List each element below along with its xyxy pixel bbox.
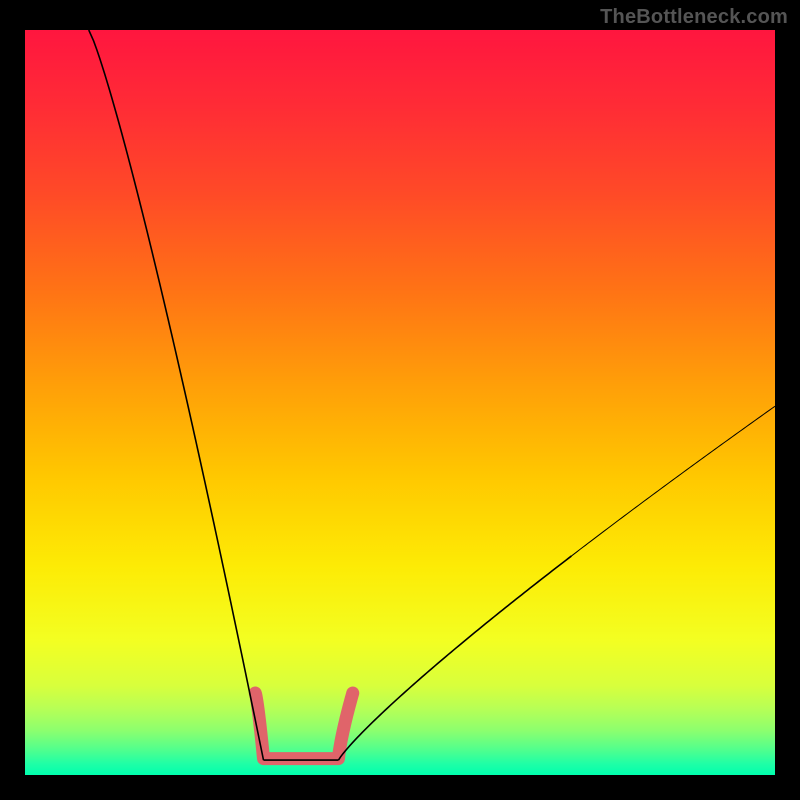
chart-svg — [25, 30, 775, 775]
watermark-text: TheBottleneck.com — [600, 6, 788, 29]
chart-plot-area — [25, 30, 775, 775]
